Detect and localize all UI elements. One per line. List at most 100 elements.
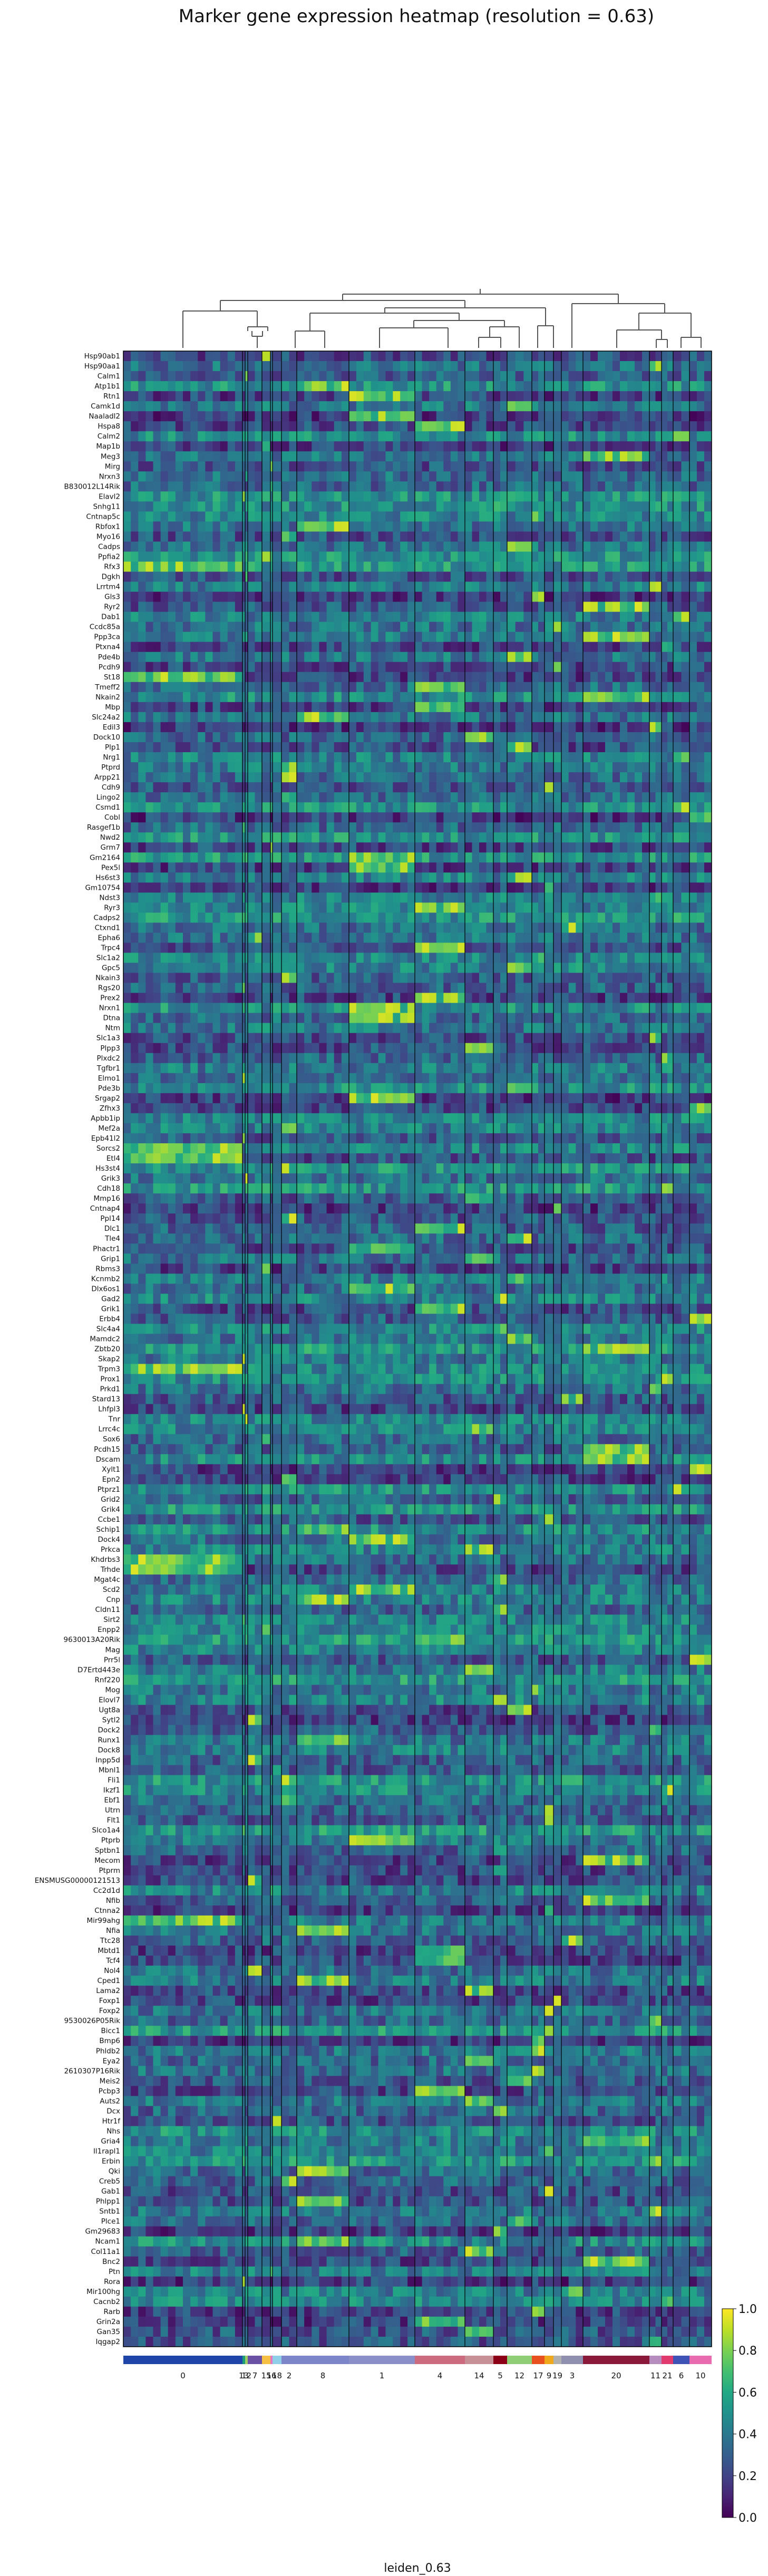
heatmap-cell <box>145 611 154 623</box>
heatmap-cell <box>515 441 524 452</box>
heatmap-cell <box>545 361 554 372</box>
heatmap-cell <box>472 792 480 803</box>
heatmap-cell <box>326 662 335 673</box>
heatmap-cell <box>532 391 539 402</box>
heatmap-cell <box>422 832 430 843</box>
heatmap-cell <box>235 561 243 572</box>
heatmap-cell <box>598 832 606 843</box>
heatmap-cell <box>198 641 206 653</box>
heatmap-cell <box>422 872 430 883</box>
heatmap-cell <box>532 621 539 633</box>
heatmap-cell <box>270 351 273 362</box>
heatmap-cell <box>436 792 444 803</box>
heatmap-cell <box>220 631 228 643</box>
heatmap-cell <box>153 541 161 552</box>
heatmap-cell <box>407 662 415 673</box>
heatmap-cell <box>486 391 494 402</box>
heatmap-cell <box>235 902 243 913</box>
heatmap-cell <box>422 401 430 412</box>
heatmap-cell <box>465 611 472 623</box>
heatmap-cell <box>553 752 562 763</box>
heatmap-cell <box>145 662 154 673</box>
heatmap-cell <box>458 511 465 522</box>
heatmap-cell <box>183 822 191 833</box>
heatmap-cell <box>493 521 501 532</box>
heatmap-cell <box>620 401 628 412</box>
heatmap-cell <box>450 752 458 763</box>
heatmap-cell <box>697 451 705 462</box>
heatmap-cell <box>273 732 282 743</box>
heatmap-cell <box>270 932 273 943</box>
heatmap-cell <box>538 772 545 783</box>
heatmap-cell <box>371 712 379 723</box>
heatmap-cell <box>681 912 690 923</box>
heatmap-cell <box>160 391 169 402</box>
heatmap-cell <box>400 702 408 713</box>
heatmap-cell <box>655 702 662 713</box>
heatmap-cell <box>175 421 183 432</box>
heatmap-cell <box>198 822 206 833</box>
heatmap-cell <box>356 692 364 703</box>
heatmap-cell <box>349 932 357 943</box>
heatmap-cell <box>486 662 494 673</box>
heatmap-cell <box>138 662 146 673</box>
heatmap-cell <box>248 752 255 763</box>
heatmap-cell <box>635 541 643 552</box>
heatmap-cell <box>400 892 408 903</box>
heatmap-cell <box>297 591 305 602</box>
heatmap-cell <box>312 461 319 472</box>
heatmap-cell <box>515 662 524 673</box>
heatmap-cell <box>363 942 372 953</box>
heatmap-cell <box>400 742 408 753</box>
heatmap-cell <box>341 411 349 422</box>
heatmap-cell <box>436 942 444 953</box>
heatmap-cell <box>523 712 532 723</box>
heatmap-cell <box>598 842 606 853</box>
heatmap-cell <box>385 381 393 392</box>
heatmap-cell <box>312 591 319 602</box>
heatmap-cell <box>198 391 206 402</box>
heatmap-cell <box>458 802 465 813</box>
heatmap-cell <box>281 591 289 602</box>
heatmap-cell <box>613 561 620 572</box>
heatmap-cell <box>642 591 650 602</box>
heatmap-cell <box>270 371 273 382</box>
heatmap-cell <box>553 591 562 602</box>
heatmap-cell <box>523 541 532 552</box>
heatmap-cell <box>407 441 415 452</box>
heatmap-cell <box>334 732 342 743</box>
heatmap-cell <box>545 712 554 723</box>
heatmap-cell <box>304 662 312 673</box>
heatmap-cell <box>326 932 335 943</box>
heatmap-cell <box>561 571 569 582</box>
heatmap-cell <box>255 842 263 853</box>
heatmap-cell <box>297 381 305 392</box>
heatmap-cell <box>400 451 408 462</box>
heatmap-cell <box>289 902 297 913</box>
heatmap-cell <box>262 411 271 422</box>
heatmap-cell <box>319 441 327 452</box>
heatmap-cell <box>245 882 248 893</box>
heatmap-cell <box>704 581 712 592</box>
heatmap-cell <box>334 912 342 923</box>
heatmap-cell <box>545 822 554 833</box>
heatmap-cell <box>598 401 606 412</box>
heatmap-cell <box>458 902 465 913</box>
heatmap-cell <box>422 561 430 572</box>
heatmap-cell <box>515 601 524 613</box>
heatmap-cell <box>255 802 263 813</box>
heatmap-cell <box>545 792 554 803</box>
heatmap-cell <box>450 882 458 893</box>
heatmap-cell <box>385 742 393 753</box>
heatmap-cell <box>429 752 437 763</box>
heatmap-cell <box>248 712 255 723</box>
heatmap-cell <box>341 902 349 913</box>
heatmap-cell <box>153 491 161 502</box>
heatmap-cell <box>175 892 183 903</box>
heatmap-cell <box>590 581 598 592</box>
heatmap-cell <box>538 641 545 653</box>
heatmap-cell <box>673 641 682 653</box>
heatmap-cell <box>689 802 697 813</box>
heatmap-cell <box>458 652 465 663</box>
heatmap-cell <box>153 481 161 492</box>
